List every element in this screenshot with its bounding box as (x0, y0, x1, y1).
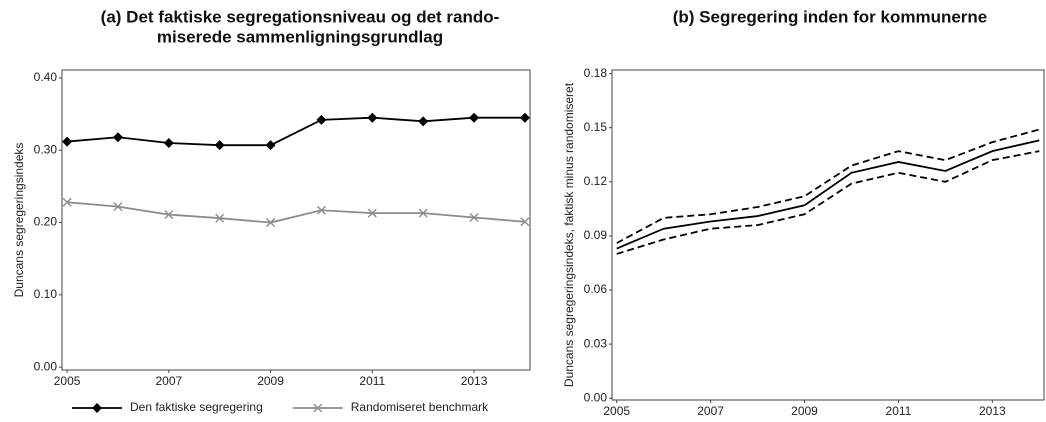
point (367, 208, 377, 218)
y-axis-label: Duncans segregeringsindeks, faktisk minu… (562, 82, 576, 387)
chart-title: miserede sammenligningsgrundlag (157, 27, 443, 46)
x-tick-label: 2007 (697, 404, 724, 418)
point (214, 140, 225, 151)
x-tick-label: 2007 (155, 374, 182, 388)
y-tick-label: 0.40 (34, 70, 58, 84)
legend-marker (313, 403, 323, 413)
point (418, 116, 429, 127)
y-tick-label: 0.20 (34, 215, 58, 229)
x-tick-label: 2009 (791, 404, 818, 418)
series-line (616, 128, 1040, 244)
x-tick-label: 2013 (979, 404, 1006, 418)
x-tick-label: 2013 (461, 374, 488, 388)
y-tick-label: 0.12 (584, 174, 608, 188)
plot-frame (61, 69, 531, 371)
point (62, 136, 73, 147)
point (164, 210, 174, 220)
point (367, 112, 378, 123)
y-tick-label: 0.06 (584, 282, 608, 296)
point (520, 217, 530, 227)
y-tick-label: 0.09 (584, 228, 608, 242)
y-tick-label: 0.15 (584, 120, 608, 134)
y-tick-label: 0.10 (34, 287, 58, 301)
x-tick-label: 2005 (54, 374, 81, 388)
point (62, 197, 72, 207)
y-tick-label: 0.00 (34, 359, 58, 373)
legend-label: Randomiseret benchmark (351, 400, 489, 414)
series-line (67, 201, 525, 224)
legend-label: Den faktiske segregering (130, 400, 263, 414)
point (469, 112, 480, 123)
series-line (67, 116, 525, 147)
point (266, 218, 276, 228)
y-axis-label: Duncans segregeringsindeks (12, 143, 26, 298)
chart-title: (a) Det faktiske segregationsniveau og d… (101, 7, 500, 26)
series-line (616, 150, 1040, 255)
point (215, 213, 225, 223)
point (469, 212, 479, 222)
point (113, 202, 123, 212)
plot-frame (611, 69, 1045, 401)
point (163, 138, 174, 149)
x-tick-label: 2011 (886, 404, 912, 418)
chart-title: (b) Segregering inden for kommunerne (673, 7, 988, 26)
legend-marker (92, 403, 102, 413)
point (265, 140, 276, 151)
y-tick-label: 0.18 (584, 66, 608, 80)
series-line (616, 139, 1040, 250)
x-tick-label: 2005 (603, 404, 630, 418)
y-tick-label: 0.00 (584, 390, 608, 404)
y-tick-label: 0.30 (34, 142, 58, 156)
x-tick-label: 2011 (359, 374, 385, 388)
point (316, 205, 326, 215)
point (519, 112, 530, 123)
point (112, 132, 123, 143)
point (418, 208, 428, 218)
point (316, 114, 327, 125)
y-tick-label: 0.03 (584, 336, 608, 350)
x-tick-label: 2009 (257, 374, 284, 388)
